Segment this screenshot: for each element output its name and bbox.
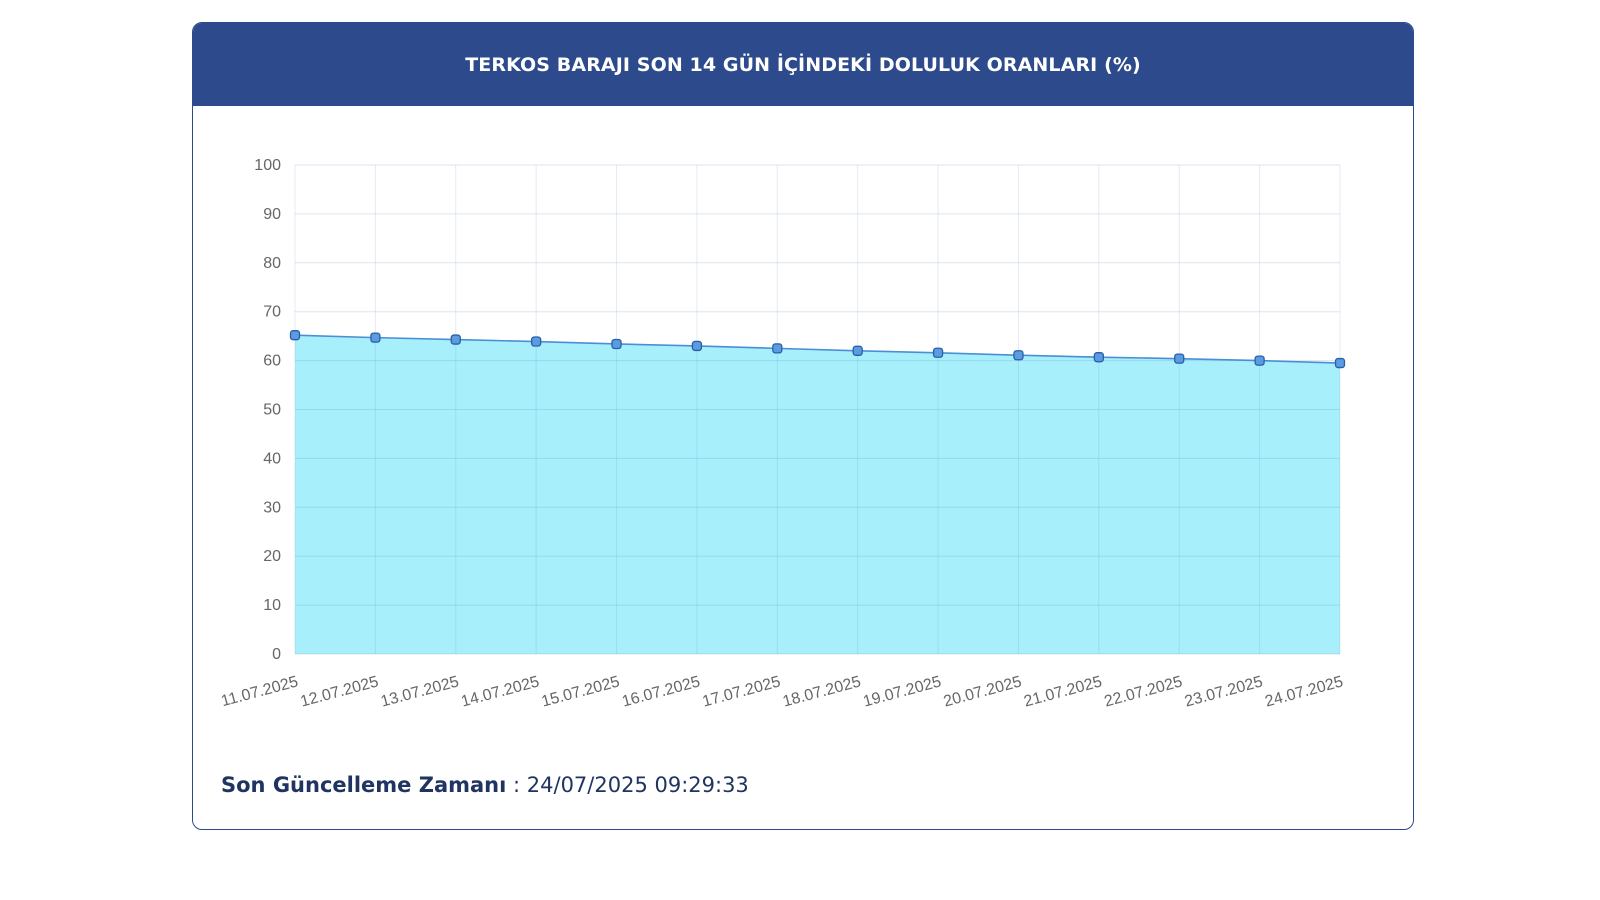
x-tick-label: 11.07.2025 — [219, 673, 300, 710]
y-tick-label: 20 — [263, 548, 281, 565]
data-point — [852, 345, 863, 356]
x-tick-label: 20.07.2025 — [942, 673, 1024, 710]
y-tick-label: 0 — [272, 646, 281, 663]
data-point — [691, 340, 703, 352]
chart-card: TERKOS BARAJI SON 14 GÜN İÇİNDEKİ DOLULU… — [192, 22, 1414, 830]
x-tick-label: 16.07.2025 — [620, 673, 702, 710]
data-point — [611, 338, 622, 350]
y-tick-label: 90 — [263, 206, 281, 223]
chart-title: TERKOS BARAJI SON 14 GÜN İÇİNDEKİ DOLULU… — [465, 53, 1141, 76]
y-tick-label: 10 — [263, 597, 281, 614]
x-tick-label: 23.07.2025 — [1183, 673, 1265, 710]
data-point — [1013, 350, 1024, 361]
card-header: TERKOS BARAJI SON 14 GÜN İÇİNDEKİ DOLULU… — [193, 23, 1413, 106]
data-point — [289, 330, 301, 341]
data-point — [531, 336, 542, 347]
x-tick-label: 17.07.2025 — [701, 673, 783, 710]
y-tick-label: 70 — [263, 304, 281, 321]
x-tick-label: 15.07.2025 — [540, 673, 622, 710]
series-line — [294, 334, 1341, 364]
data-point — [772, 343, 783, 354]
last-update-label: Son Güncelleme Zamanı — [221, 773, 507, 797]
area-fill — [295, 335, 1340, 654]
x-tick-label: 13.07.2025 — [379, 673, 461, 710]
x-tick-label: 19.07.2025 — [861, 673, 943, 710]
y-tick-label: 100 — [254, 157, 281, 174]
last-update-separator: : — [506, 773, 527, 797]
x-tick-label: 14.07.2025 — [459, 673, 541, 710]
last-update-value: 24/07/2025 09:29:33 — [526, 773, 749, 797]
data-point — [1174, 353, 1185, 364]
x-tick-label: 22.07.2025 — [1103, 673, 1185, 710]
x-tick-label: 21.07.2025 — [1022, 673, 1104, 710]
data-point — [1093, 352, 1104, 363]
data-point — [1254, 355, 1265, 366]
last-update: Son Güncelleme Zamanı : 24/07/2025 09:29… — [221, 773, 749, 797]
chart-area: 0 10 20 30 40 50 60 70 80 90 100 11.07.2025 12.07.20… — [193, 106, 1413, 746]
data-point — [450, 334, 461, 345]
y-tick-label: 50 — [263, 402, 281, 419]
y-tick-label: 30 — [263, 499, 281, 516]
data-point — [1334, 357, 1346, 369]
data-point — [370, 332, 381, 343]
x-tick-label: 12.07.2025 — [299, 673, 381, 710]
x-tick-label: 18.07.2025 — [781, 673, 863, 710]
y-tick-label: 60 — [263, 353, 281, 370]
data-point — [932, 347, 944, 358]
area-chart: 0 10 20 30 40 50 60 70 80 90 100 11.07.202512.07.20… — [219, 157, 1346, 711]
y-tick-label: 40 — [263, 450, 281, 467]
y-tick-label: 80 — [263, 255, 281, 272]
x-tick-label: 24.07.2025 — [1263, 673, 1345, 710]
